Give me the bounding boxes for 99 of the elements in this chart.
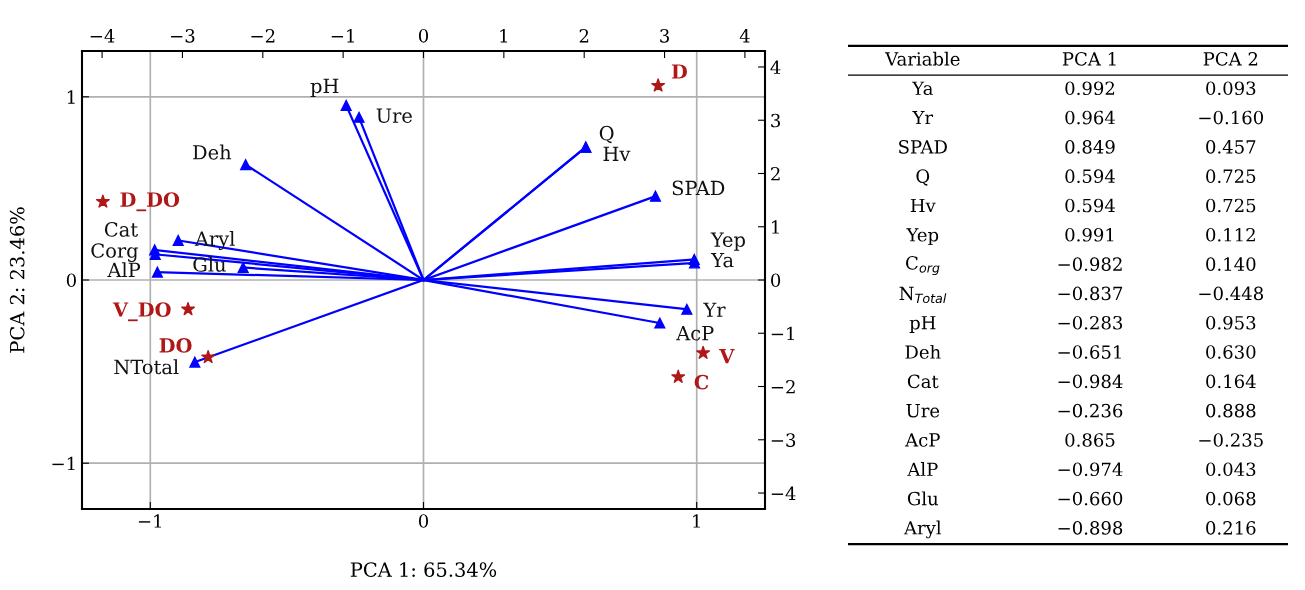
category-label: N$_{Total}$ [899, 286, 947, 304]
data-label: Yep [710, 232, 745, 251]
data-label: Aryl [194, 230, 235, 250]
x-tick-label: −4 [90, 28, 115, 43]
data-label: 0.725 [1206, 198, 1256, 213]
data-label: 0.068 [1206, 491, 1256, 506]
x-tick-label: 3 [660, 28, 669, 43]
data-label: pH [310, 78, 339, 98]
category-label: Aryl [903, 520, 942, 539]
data-label: 0.216 [1206, 521, 1256, 535]
data-label: −0.448 [1199, 286, 1263, 301]
data-label: AcP [676, 326, 714, 341]
category-label: AlP [907, 462, 938, 476]
data-label: 0.594 [1065, 198, 1115, 213]
x-tick-label: 0 [418, 514, 429, 528]
category-label: Yr [912, 110, 934, 125]
data-label: −0.160 [1199, 110, 1264, 125]
text: PCA 1 [1062, 52, 1116, 66]
data-label: SPAD [672, 180, 725, 196]
data-label: D_DO [120, 192, 180, 212]
data-label: −0.235 [1199, 433, 1263, 447]
y-tick-label: −1 [771, 326, 794, 341]
data-label: 0.964 [1065, 110, 1115, 125]
data-label: DO [159, 338, 192, 353]
data-label: −0.974 [1058, 462, 1123, 477]
data-label: Hv [603, 146, 631, 161]
category-label: Deh [905, 344, 941, 359]
category-label: Hv [910, 198, 936, 213]
data-label: 0.992 [1065, 81, 1115, 96]
data-label: D [671, 64, 688, 79]
data-label: −0.898 [1058, 521, 1123, 535]
data-label: −0.837 [1058, 286, 1123, 301]
data-label: 0.865 [1065, 433, 1115, 447]
data-label: Cat [104, 222, 138, 237]
y-tick-label: 4 [770, 60, 781, 74]
category-label: C$_{org}$ [906, 256, 940, 276]
data-label: Ure [376, 108, 412, 123]
data-label: AlP [107, 262, 141, 277]
data-label: −0.982 [1058, 257, 1122, 271]
data-label: 0.112 [1206, 227, 1255, 242]
data-label: 0.594 [1065, 169, 1115, 183]
y-tick-label: 2 [771, 166, 780, 181]
data-label: −0.651 [1058, 345, 1121, 359]
y-tick-label: 0 [771, 273, 781, 288]
y-tick-label: −4 [771, 486, 796, 500]
data-label: 0.725 [1206, 169, 1256, 183]
x-tick-label: −1 [331, 28, 354, 43]
data-label: C [694, 374, 709, 390]
data-label: V [719, 349, 735, 364]
data-label: 0.140 [1206, 257, 1256, 271]
data-label: V_DO [112, 302, 171, 322]
y-axis-title: PCA 2: 23.46% [9, 207, 25, 353]
category-label: AcP [905, 433, 940, 447]
y-tick-label: 3 [771, 113, 781, 128]
x-tick-label: 4 [739, 28, 750, 43]
data-label: 0.953 [1206, 315, 1256, 330]
category-label: Ya [911, 81, 933, 96]
data-label: Corg [91, 243, 139, 262]
data-label: NTotal [114, 359, 179, 375]
data-label: 0.043 [1206, 462, 1256, 477]
data-label: −0.660 [1058, 491, 1123, 506]
x-tick-label: 1 [693, 514, 700, 528]
category-label: Cat [907, 374, 939, 389]
category-label: pH [909, 316, 936, 334]
legend-title: Variable [884, 51, 960, 66]
category-label: Yep [906, 228, 939, 246]
data-label: Q [599, 125, 614, 144]
x-tick-label: 0 [418, 28, 429, 43]
data-label: 0.093 [1206, 81, 1256, 96]
data-label: 0.991 [1065, 227, 1114, 242]
x-tick-label: 1 [500, 28, 508, 43]
y-tick-label: −1 [52, 456, 75, 471]
data-label: 0.457 [1206, 140, 1256, 154]
y-tick-label: 1 [772, 220, 779, 234]
x-tick-label: −2 [251, 28, 275, 43]
category-label: Glu [907, 491, 939, 506]
x-axis-title: PCA 1: 65.34% [350, 562, 497, 577]
data-label: Yr [703, 302, 726, 317]
data-label: 0.849 [1065, 140, 1115, 154]
text: PCA 2 [1203, 52, 1258, 66]
y-tick-label: −2 [771, 379, 795, 394]
data-label: Deh [193, 144, 232, 160]
x-tick-label: 2 [579, 28, 589, 43]
category-label: SPAD [899, 140, 947, 154]
data-label: −0.283 [1058, 315, 1123, 330]
y-tick-label: 1 [67, 90, 75, 104]
category-label: Ure [906, 404, 940, 418]
y-tick-label: −3 [771, 433, 796, 447]
data-label: 0.888 [1206, 403, 1256, 418]
category-label: Q [916, 169, 930, 186]
x-tick-label: −3 [171, 28, 195, 43]
data-label: −0.236 [1058, 403, 1123, 418]
data-label: 0.164 [1206, 374, 1256, 389]
data-label: Glu [193, 256, 226, 272]
data-label: Ya [710, 252, 734, 268]
data-label: −0.984 [1058, 374, 1123, 389]
data-label: 0.630 [1206, 345, 1256, 359]
y-tick-label: 0 [66, 273, 76, 288]
x-tick-label: −1 [138, 514, 162, 528]
